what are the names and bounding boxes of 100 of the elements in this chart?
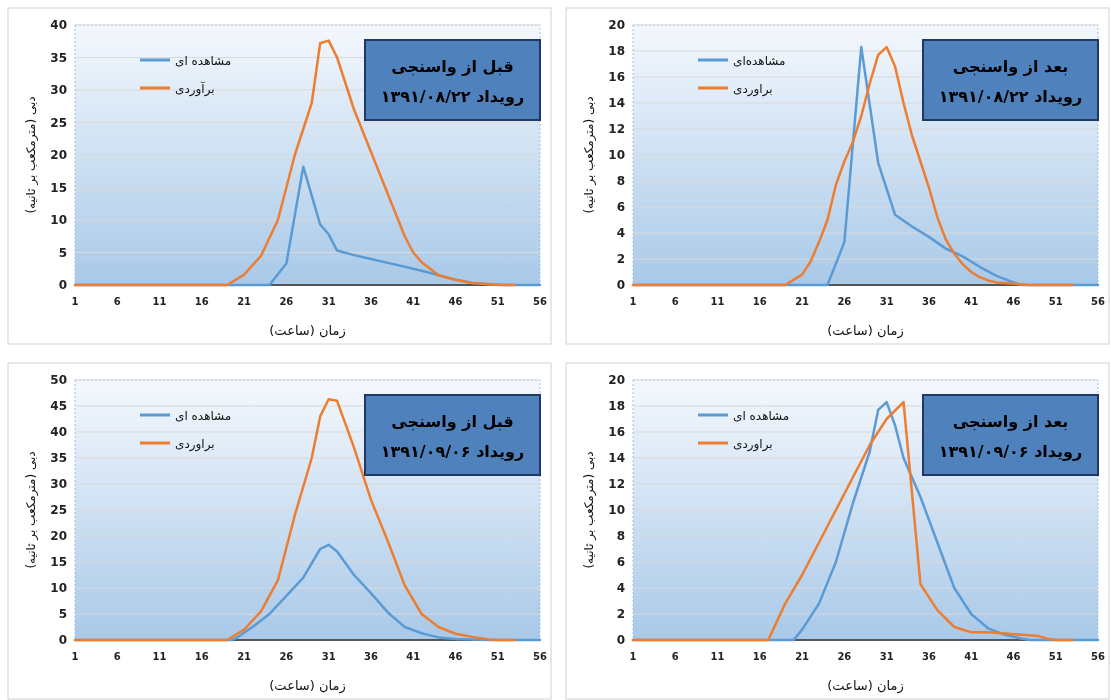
x-tick-label: 6 (113, 296, 121, 307)
x-tick-label: 1 (71, 296, 79, 307)
legend-label: براوردی (733, 82, 773, 97)
x-tick-label: 36 (921, 296, 936, 307)
x-tick-label: 31 (879, 296, 894, 307)
x-tick-label: 51 (1048, 296, 1063, 307)
y-tick-label: 10 (50, 213, 67, 227)
y-tick-label: 0 (58, 633, 67, 647)
y-tick-label: 15 (50, 180, 67, 195)
y-tick-label: 18 (608, 399, 625, 413)
y-tick-label: 20 (50, 529, 67, 543)
x-tick-label: 41 (406, 296, 421, 307)
y-tick-label: 35 (50, 50, 67, 65)
x-tick-label: 41 (964, 651, 979, 662)
x-tick-label: 46 (448, 651, 463, 662)
x-tick-label: 56 (533, 651, 547, 662)
y-tick-label: 8 (616, 529, 625, 543)
y-tick-label: 30 (50, 83, 67, 97)
y-tick-label: 10 (608, 503, 625, 517)
y-tick-label: 4 (616, 226, 625, 240)
y-axis-title: دبی (مترمکعب بر ثانیه) (582, 451, 597, 569)
y-tick-label: 4 (616, 581, 625, 595)
x-tick-label: 26 (837, 651, 852, 662)
y-tick-label: 5 (58, 607, 67, 621)
y-tick-label: 18 (608, 44, 625, 58)
x-tick-label: 31 (321, 296, 336, 307)
x-tick-label: 36 (921, 651, 936, 662)
x-tick-label: 26 (279, 296, 294, 307)
x-tick-label: 46 (448, 296, 463, 307)
y-tick-label: 0 (58, 278, 67, 292)
x-tick-label: 36 (363, 651, 378, 662)
title-box: بعد از واسنجی رویداد ۱۳۹۱/۰۹/۰۶ (922, 394, 1099, 476)
y-tick-label: 2 (616, 607, 625, 621)
x-tick-label: 11 (710, 651, 725, 662)
legend-label: برآوردی (175, 81, 215, 97)
title-box: بعد از واسنجی رویداد ۱۳۹۱/۰۸/۲۲ (922, 39, 1099, 121)
y-tick-label: 6 (616, 200, 625, 214)
legend-label: براوردی (733, 437, 773, 452)
x-tick-label: 1 (71, 651, 79, 662)
x-tick-label: 31 (321, 651, 336, 662)
x-tick-label: 11 (152, 651, 167, 662)
x-tick-label: 26 (837, 296, 852, 307)
x-tick-label: 6 (113, 651, 121, 662)
x-tick-label: 21 (237, 296, 252, 307)
y-tick-label: 20 (608, 373, 625, 387)
legend-label: براوردی (175, 437, 215, 452)
x-tick-label: 46 (1006, 296, 1021, 307)
y-tick-label: 10 (50, 581, 67, 595)
y-axis-title: دبی (مترمکعب بر ثانیه) (24, 96, 39, 214)
y-tick-label: 15 (50, 555, 67, 569)
x-tick-label: 1 (629, 296, 637, 307)
y-tick-label: 0 (616, 633, 625, 647)
x-tick-label: 51 (1048, 651, 1063, 662)
y-tick-label: 12 (608, 122, 625, 136)
y-tick-label: 6 (616, 555, 625, 569)
x-tick-label: 56 (533, 296, 547, 307)
y-tick-label: 20 (608, 18, 625, 32)
legend-label: مشاهده ای (175, 54, 232, 68)
x-tick-label: 41 (964, 296, 979, 307)
y-tick-label: 25 (50, 503, 67, 517)
y-tick-label: 25 (50, 115, 67, 130)
y-tick-label: 50 (50, 373, 67, 387)
x-tick-label: 21 (237, 651, 252, 662)
x-tick-label: 6 (671, 296, 679, 307)
y-tick-label: 40 (50, 425, 67, 439)
y-tick-label: 2 (616, 252, 625, 266)
legend-label: مشاهده‌ای (733, 54, 786, 68)
x-tick-label: 56 (1091, 296, 1105, 307)
x-tick-label: 41 (406, 651, 421, 662)
x-tick-label: 16 (752, 296, 767, 307)
y-tick-label: 0 (616, 278, 625, 292)
x-tick-label: 11 (710, 296, 725, 307)
x-tick-label: 46 (1006, 651, 1021, 662)
x-axis-title: زمان (ساعت) (827, 323, 904, 339)
y-tick-label: 16 (608, 70, 625, 84)
x-tick-label: 21 (795, 296, 810, 307)
x-tick-label: 16 (752, 651, 767, 662)
legend-label: مشاهده ای (733, 409, 790, 423)
y-tick-label: 40 (50, 18, 67, 32)
y-tick-label: 16 (608, 425, 625, 439)
y-tick-label: 12 (608, 477, 625, 491)
y-tick-label: 20 (50, 148, 67, 162)
y-tick-label: 14 (608, 451, 625, 465)
x-tick-label: 51 (490, 651, 505, 662)
y-tick-label: 35 (50, 451, 67, 465)
x-tick-label: 21 (795, 651, 810, 662)
x-tick-label: 26 (279, 651, 294, 662)
y-tick-label: 45 (50, 399, 67, 413)
title-box: قبل از واسنجی رویداد ۱۳۹۱/۰۸/۲۲ (364, 39, 541, 121)
x-tick-label: 6 (671, 651, 679, 662)
y-tick-label: 10 (608, 148, 625, 162)
legend-label: مشاهده ای (175, 409, 232, 423)
y-tick-label: 14 (608, 96, 625, 110)
x-tick-label: 11 (152, 296, 167, 307)
y-axis-title: دبی (مترمکعب بر ثانیه) (24, 451, 39, 569)
x-tick-label: 36 (363, 296, 378, 307)
x-tick-label: 16 (194, 296, 209, 307)
x-tick-label: 1 (629, 651, 637, 662)
x-axis-title: زمان (ساعت) (269, 323, 346, 339)
x-tick-label: 16 (194, 651, 209, 662)
